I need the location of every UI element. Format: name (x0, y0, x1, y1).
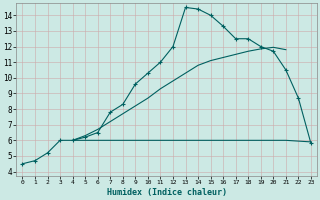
X-axis label: Humidex (Indice chaleur): Humidex (Indice chaleur) (107, 188, 227, 197)
